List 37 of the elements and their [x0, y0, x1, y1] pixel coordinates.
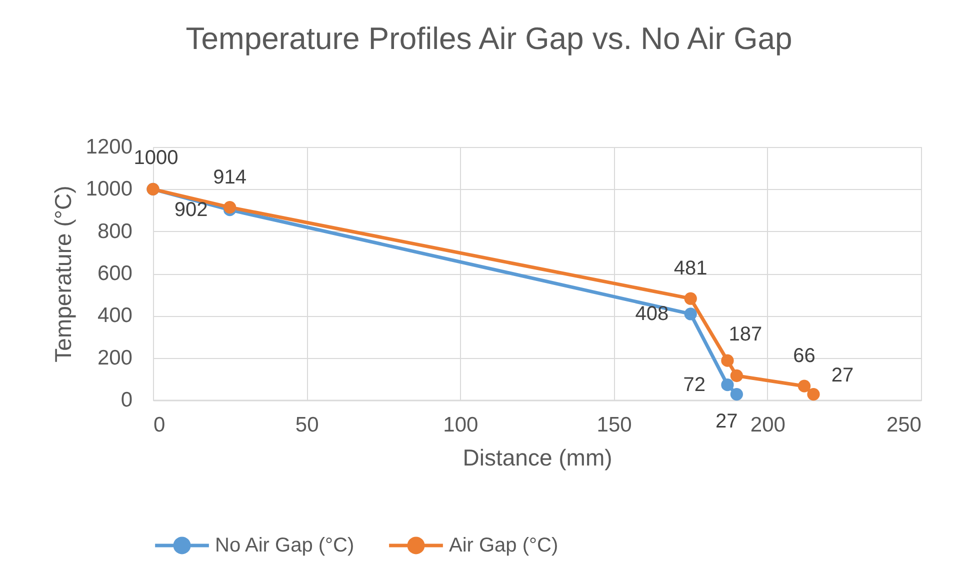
- legend-label: No Air Gap (°C): [215, 534, 354, 556]
- point: [684, 292, 697, 305]
- data-label: 902: [174, 198, 208, 221]
- data-label: 1000: [134, 147, 178, 170]
- y-tick-label: 0: [120, 388, 132, 412]
- y-tick-label: 400: [97, 304, 132, 328]
- x-tick-label: 150: [596, 414, 632, 436]
- x-tick-label: 0: [154, 414, 166, 436]
- data-label: 187: [728, 324, 762, 346]
- data-label: 66: [793, 345, 816, 368]
- data-label: 27: [831, 364, 854, 386]
- y-tick-label: 600: [97, 262, 132, 285]
- y-tick-label: 1200: [86, 136, 132, 158]
- y-tick-label: 1000: [86, 178, 132, 201]
- y-tick-label: 200: [97, 346, 132, 370]
- point: [807, 388, 820, 401]
- data-label: 914: [213, 166, 246, 188]
- x-tick-label: 250: [886, 414, 922, 436]
- chart-title: Temperature Profiles Air Gap vs. No Air Gap: [186, 21, 792, 56]
- y-tick-label: 800: [97, 220, 132, 243]
- x-tick-label: 50: [295, 414, 319, 436]
- point: [684, 308, 697, 320]
- x-axis-title: Distance (mm): [462, 444, 612, 470]
- legend-label: Air Gap (°C): [449, 534, 558, 556]
- data-label: 481: [674, 258, 708, 280]
- y-axis-title: Temperature (°C): [50, 186, 76, 362]
- data-label: 408: [635, 302, 669, 325]
- x-tick-label: 200: [750, 414, 786, 436]
- x-tick-label: 100: [443, 414, 478, 436]
- point: [730, 369, 744, 382]
- data-label: 72: [683, 374, 706, 396]
- point: [798, 380, 811, 392]
- point: [223, 200, 236, 214]
- point: [721, 378, 734, 392]
- point: [721, 354, 734, 367]
- data-label: 27: [716, 410, 738, 432]
- point: [730, 388, 744, 401]
